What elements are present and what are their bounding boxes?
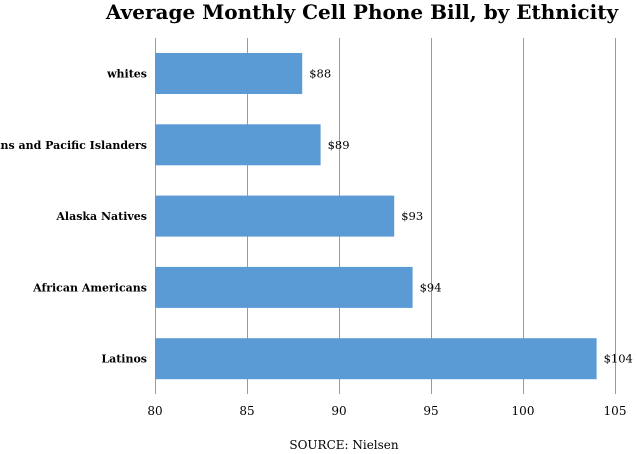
category-label: Asians and Pacific Islanders (0, 139, 147, 152)
data-label: $104 (604, 352, 633, 366)
x-tick-label: 80 (147, 404, 162, 418)
bar-2 (155, 195, 395, 237)
x-tick-label: 105 (604, 404, 627, 418)
x-tick-label: 100 (512, 404, 535, 418)
source-note: SOURCE: Nielsen (289, 438, 399, 452)
x-tick-label: 90 (331, 404, 346, 418)
data-label: $89 (328, 138, 350, 152)
category-label: Alaska Natives (55, 210, 147, 223)
bar-0 (155, 53, 303, 94)
data-label: $88 (309, 67, 331, 81)
data-labels: $88 $89 $93 $94 $104 (309, 67, 633, 366)
x-axis-ticks: 80 85 90 95 100 105 (147, 404, 626, 418)
bar-3 (155, 266, 413, 308)
data-label: $93 (401, 209, 423, 223)
bar-1 (155, 124, 321, 166)
x-tick-label: 95 (423, 404, 438, 418)
bar-4 (155, 338, 597, 380)
chart-title: Average Monthly Cell Phone Bill, by Ethn… (105, 0, 620, 24)
category-labels: whites Asians and Pacific Islanders Alaska… (0, 68, 147, 366)
data-label: $94 (420, 280, 442, 294)
category-label: whites (106, 68, 147, 81)
x-tick-label: 85 (239, 404, 254, 418)
bars (155, 53, 597, 380)
category-label: African Americans (32, 281, 147, 294)
category-label: Latinos (101, 353, 147, 366)
